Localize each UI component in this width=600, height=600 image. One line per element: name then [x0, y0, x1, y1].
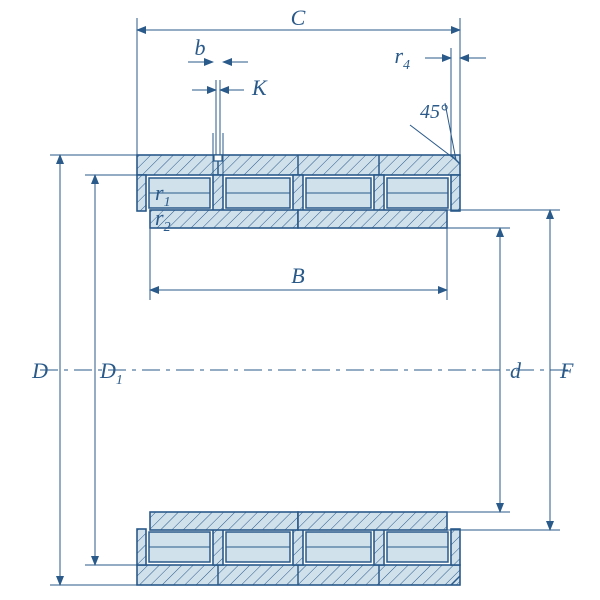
label-C: C — [291, 5, 306, 30]
label-B: B — [291, 263, 304, 288]
svg-text:D1: D1 — [99, 358, 123, 388]
label-r4-sub: 4 — [403, 58, 410, 73]
label-r2-sub: 2 — [164, 220, 171, 235]
svg-text:r4: r4 — [394, 43, 410, 73]
dim-K: K — [192, 75, 268, 155]
top-half — [137, 133, 460, 228]
dim-B: B — [150, 228, 447, 300]
dim-C: C — [137, 5, 460, 155]
label-b: b — [195, 35, 206, 60]
label-45: 45° — [420, 101, 448, 123]
label-D1-sub: 1 — [116, 373, 123, 388]
bearing-diagram: C b K r4 45° r1 r2 B D D1 d F — [0, 0, 600, 600]
label-K: K — [251, 75, 268, 100]
bottom-half — [137, 512, 460, 585]
dim-r4: r4 — [394, 43, 486, 155]
label-r1-sub: 1 — [164, 195, 171, 210]
angle-45: 45° — [410, 101, 456, 160]
dim-b: b — [188, 35, 248, 62]
